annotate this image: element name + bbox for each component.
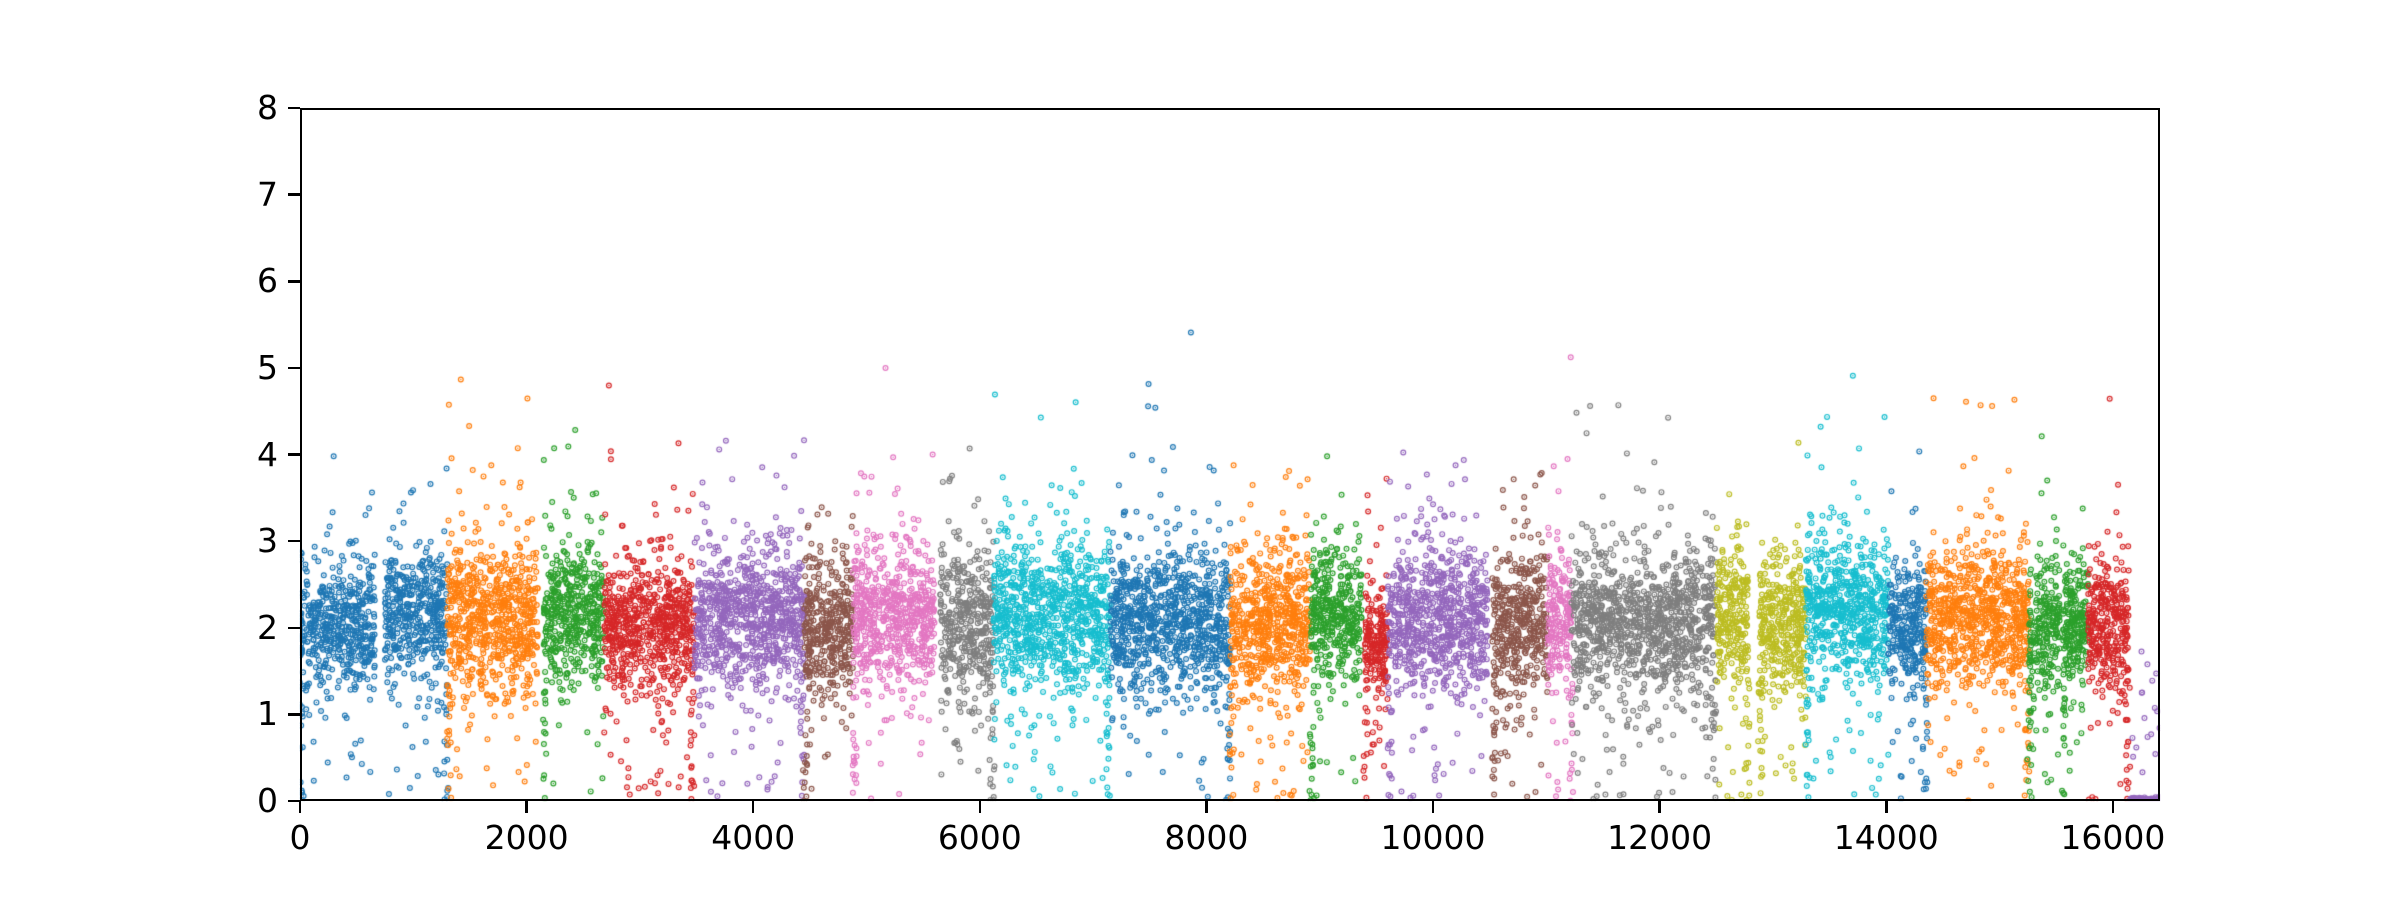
y-tick-mark xyxy=(288,626,300,629)
x-tick-mark xyxy=(1431,801,1435,813)
x-tick-label: 0 xyxy=(289,818,311,857)
y-tick-label: 2 xyxy=(257,607,278,647)
x-tick-label: 4000 xyxy=(711,818,796,857)
x-tick-label: 8000 xyxy=(1164,818,1249,857)
y-tick-label: 8 xyxy=(257,88,278,127)
y-tick-label: 4 xyxy=(257,434,278,474)
y-tick-label: 7 xyxy=(257,174,278,214)
x-tick-mark xyxy=(1885,801,1888,813)
x-tick-mark xyxy=(298,801,302,813)
y-tick-label: 0 xyxy=(257,781,278,820)
y-tick-label: 6 xyxy=(257,261,278,301)
x-tick-mark xyxy=(751,801,755,813)
y-tick-mark xyxy=(288,539,300,543)
y-tick-mark xyxy=(288,366,300,370)
x-tick-label: 14000 xyxy=(1833,818,1939,857)
y-tick-mark xyxy=(288,193,300,196)
x-tick-mark xyxy=(525,801,528,813)
x-tick-label: 6000 xyxy=(937,818,1022,857)
y-tick-label: 1 xyxy=(257,694,278,734)
y-tick-mark xyxy=(288,799,300,803)
y-tick-mark xyxy=(288,453,300,456)
x-tick-label: 12000 xyxy=(1607,818,1713,857)
x-tick-mark xyxy=(978,801,982,813)
y-tick-mark xyxy=(288,280,300,283)
x-tick-label: 2000 xyxy=(484,818,569,857)
x-tick-mark xyxy=(1658,801,1661,813)
x-tick-mark xyxy=(2111,801,2115,813)
y-tick-mark xyxy=(288,106,300,110)
y-tick-mark xyxy=(288,713,300,716)
x-tick-mark xyxy=(1205,801,1208,813)
x-tick-label: 10000 xyxy=(1380,818,1486,857)
y-tick-label: 5 xyxy=(257,347,278,387)
x-tick-label: 16000 xyxy=(2060,818,2166,857)
y-tick-label: 3 xyxy=(257,521,278,561)
